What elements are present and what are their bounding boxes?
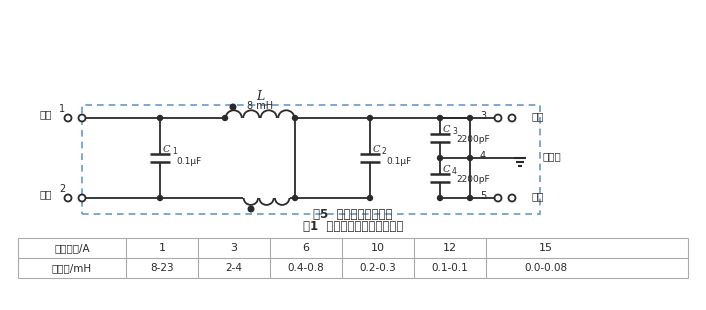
Text: 输出: 输出: [532, 111, 544, 121]
Text: 电感量/mH: 电感量/mH: [52, 263, 92, 273]
Circle shape: [494, 194, 501, 202]
Text: 额定电流/A: 额定电流/A: [54, 243, 90, 253]
Text: 12: 12: [443, 243, 457, 253]
Circle shape: [157, 116, 162, 121]
Circle shape: [438, 196, 443, 201]
Circle shape: [508, 114, 515, 122]
Circle shape: [292, 116, 297, 121]
Text: 1: 1: [172, 147, 176, 156]
Circle shape: [222, 116, 227, 121]
Text: C: C: [442, 166, 450, 175]
Text: 4: 4: [452, 167, 457, 176]
Circle shape: [467, 116, 472, 121]
Circle shape: [438, 116, 443, 121]
Text: C: C: [372, 145, 380, 154]
Circle shape: [494, 114, 501, 122]
Circle shape: [508, 194, 515, 202]
Text: 3: 3: [230, 243, 237, 253]
Text: C: C: [442, 126, 450, 135]
Text: 4: 4: [480, 151, 486, 161]
Text: 图5  电磁干扰滤波电路: 图5 电磁干扰滤波电路: [313, 207, 393, 220]
Circle shape: [157, 196, 162, 201]
Text: 5: 5: [480, 191, 486, 201]
Text: 输出: 输出: [532, 191, 544, 201]
Text: 2200pF: 2200pF: [456, 135, 490, 144]
Circle shape: [64, 194, 71, 202]
Text: 6: 6: [302, 243, 309, 253]
Text: 0.4-0.8: 0.4-0.8: [287, 263, 324, 273]
Circle shape: [78, 114, 85, 122]
Text: C: C: [162, 145, 169, 154]
Text: 输入: 输入: [40, 189, 52, 199]
Circle shape: [292, 196, 297, 201]
Text: 8 mH: 8 mH: [247, 101, 273, 111]
Bar: [82, 105, 540, 214]
Circle shape: [368, 116, 373, 121]
Text: 1: 1: [59, 104, 65, 114]
Text: 2-4: 2-4: [225, 263, 242, 273]
Text: 0.1μF: 0.1μF: [176, 157, 201, 166]
Text: 3: 3: [452, 127, 457, 136]
Text: 8-23: 8-23: [150, 263, 174, 273]
Circle shape: [78, 194, 85, 202]
Circle shape: [230, 104, 236, 110]
Text: 2200pF: 2200pF: [456, 175, 490, 184]
Text: 2: 2: [382, 147, 387, 156]
Text: 0.1-0.1: 0.1-0.1: [431, 263, 468, 273]
Text: 0.1μF: 0.1μF: [386, 157, 412, 166]
Circle shape: [368, 196, 373, 201]
Text: 表1  电感量与额定电流的关系: 表1 电感量与额定电流的关系: [303, 220, 403, 233]
Text: L: L: [256, 90, 264, 103]
Text: 2: 2: [59, 184, 65, 194]
Circle shape: [467, 156, 472, 161]
Text: 15: 15: [539, 243, 553, 253]
Text: 10: 10: [371, 243, 385, 253]
Text: 3: 3: [480, 111, 486, 121]
Text: 0.0-0.08: 0.0-0.08: [525, 263, 568, 273]
Circle shape: [467, 196, 472, 201]
Circle shape: [438, 156, 443, 161]
Text: 接大地: 接大地: [543, 151, 561, 161]
Text: 输入: 输入: [40, 109, 52, 119]
Text: 0.2-0.3: 0.2-0.3: [359, 263, 396, 273]
Text: 1: 1: [159, 243, 165, 253]
Circle shape: [249, 206, 253, 212]
Circle shape: [64, 114, 71, 122]
